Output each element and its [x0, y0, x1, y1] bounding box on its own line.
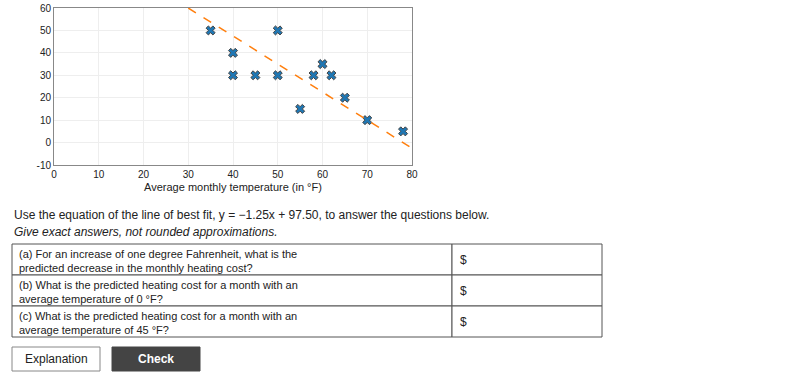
svg-text:Use the equation of the line o: Use the equation of the line of best fit… — [14, 208, 489, 222]
svg-text:70: 70 — [362, 169, 374, 180]
svg-text:60: 60 — [40, 3, 52, 14]
svg-text:10: 10 — [93, 169, 105, 180]
svg-text:$: $ — [460, 315, 467, 329]
svg-text:30: 30 — [183, 169, 195, 180]
svg-text:(b) What is the predicted heat: (b) What is the predicted heating cost f… — [19, 279, 298, 305]
svg-text:Average monthly temperature (i: Average monthly temperature (in °F) — [144, 181, 322, 193]
svg-text:(a) For an increase of one deg: (a) For an increase of one degree Fahren… — [19, 248, 297, 274]
svg-text:$: $ — [460, 284, 467, 298]
svg-text:30: 30 — [40, 70, 52, 81]
svg-text:50: 50 — [272, 169, 284, 180]
svg-text:Explanation: Explanation — [25, 352, 88, 366]
svg-text:(c) What is the predicted heat: (c) What is the predicted heating cost f… — [19, 310, 297, 336]
svg-text:Check: Check — [138, 352, 174, 366]
svg-text:-10: -10 — [37, 160, 52, 171]
svg-text:Give exact answers, not rounde: Give exact answers, not rounded approxim… — [14, 225, 277, 239]
svg-text:10: 10 — [40, 115, 52, 126]
svg-text:0: 0 — [51, 169, 57, 180]
svg-text:60: 60 — [317, 169, 329, 180]
svg-text:20: 20 — [138, 169, 150, 180]
svg-text:80: 80 — [406, 169, 418, 180]
svg-text:50: 50 — [40, 25, 52, 36]
svg-text:20: 20 — [40, 92, 52, 103]
svg-text:40: 40 — [227, 169, 239, 180]
svg-text:40: 40 — [40, 47, 52, 58]
svg-text:$: $ — [460, 253, 467, 267]
svg-text:0: 0 — [45, 137, 51, 148]
